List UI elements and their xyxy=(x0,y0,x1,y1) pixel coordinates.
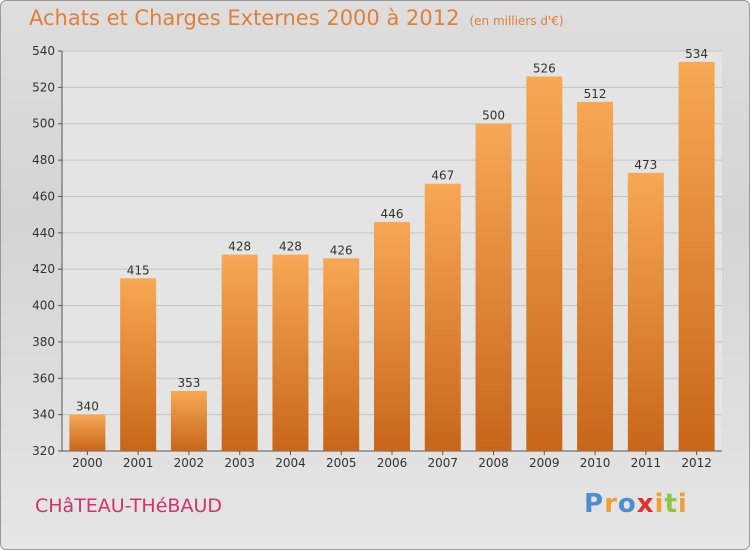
x-tick-label: 2009 xyxy=(529,456,560,470)
labels: 320 340 360 380 400 420 440 460 480 500 520 540 340 2… xyxy=(32,44,712,470)
bar xyxy=(272,254,309,451)
y-tick-label: 440 xyxy=(32,226,55,240)
commune-name: CHâTEAU-THéBAUD xyxy=(35,495,222,517)
data-label: 340 xyxy=(76,400,99,414)
bar xyxy=(374,221,410,451)
data-label: 467 xyxy=(431,169,454,183)
bar xyxy=(475,123,512,452)
x-tick-label: 2007 xyxy=(427,456,458,470)
y-tick-label: 500 xyxy=(32,117,55,131)
bar xyxy=(120,278,157,451)
data-label: 473 xyxy=(634,158,657,172)
y-tick-label: 480 xyxy=(32,153,55,167)
data-label: 353 xyxy=(177,376,200,390)
bar xyxy=(221,254,258,451)
logo-letter: t xyxy=(664,489,678,519)
data-label: 428 xyxy=(228,240,251,254)
y-tick-label: 320 xyxy=(32,444,55,458)
x-tick-label: 2001 xyxy=(123,456,154,470)
x-tick-label: 2005 xyxy=(326,456,357,470)
data-label: 426 xyxy=(330,243,353,257)
x-tick-label: 2011 xyxy=(631,456,662,470)
data-label: 512 xyxy=(584,87,607,101)
bar xyxy=(526,76,563,452)
logo-letter: r xyxy=(604,489,618,519)
chart-title: Achats et Charges Externes 2000 à 2012 (e… xyxy=(29,6,564,30)
x-tick-label: 2008 xyxy=(478,456,509,470)
bar xyxy=(323,258,360,451)
x-tick-label: 2012 xyxy=(681,456,712,470)
bar xyxy=(69,414,106,451)
x-tick-label: 2003 xyxy=(224,456,255,470)
logo-letter: P xyxy=(584,489,605,519)
bar xyxy=(424,183,461,451)
logo-letter: i xyxy=(677,489,688,519)
logo-letter: i xyxy=(654,489,665,519)
data-label: 428 xyxy=(279,240,302,254)
bar xyxy=(678,61,715,452)
y-tick-label: 540 xyxy=(32,44,55,58)
x-tick-label: 2002 xyxy=(174,456,205,470)
y-tick-label: 460 xyxy=(32,189,55,203)
data-label: 534 xyxy=(685,47,708,61)
logo-letter: x xyxy=(636,489,655,519)
y-tick-label: 340 xyxy=(32,408,55,422)
y-tick-label: 380 xyxy=(32,335,55,349)
x-tick-label: 2000 xyxy=(72,456,103,470)
logo-letter: o xyxy=(617,489,637,519)
data-label: 526 xyxy=(533,61,556,75)
x-tick-label: 2004 xyxy=(275,456,306,470)
chart-subtitle: (en milliers d'€) xyxy=(469,14,564,28)
y-tick-label: 420 xyxy=(32,262,55,276)
x-tick-label: 2006 xyxy=(377,456,408,470)
data-label: 446 xyxy=(381,207,404,221)
bar xyxy=(627,172,664,451)
y-tick-label: 400 xyxy=(32,299,55,313)
data-label: 415 xyxy=(127,263,150,277)
data-label: 500 xyxy=(482,109,505,123)
proxiti-logo: Proxiti xyxy=(584,489,688,519)
bar xyxy=(577,101,614,451)
bars xyxy=(69,61,715,452)
bar xyxy=(170,391,207,451)
y-tick-label: 360 xyxy=(32,371,55,385)
y-tick-label: 520 xyxy=(32,80,55,94)
x-tick-label: 2010 xyxy=(580,456,611,470)
